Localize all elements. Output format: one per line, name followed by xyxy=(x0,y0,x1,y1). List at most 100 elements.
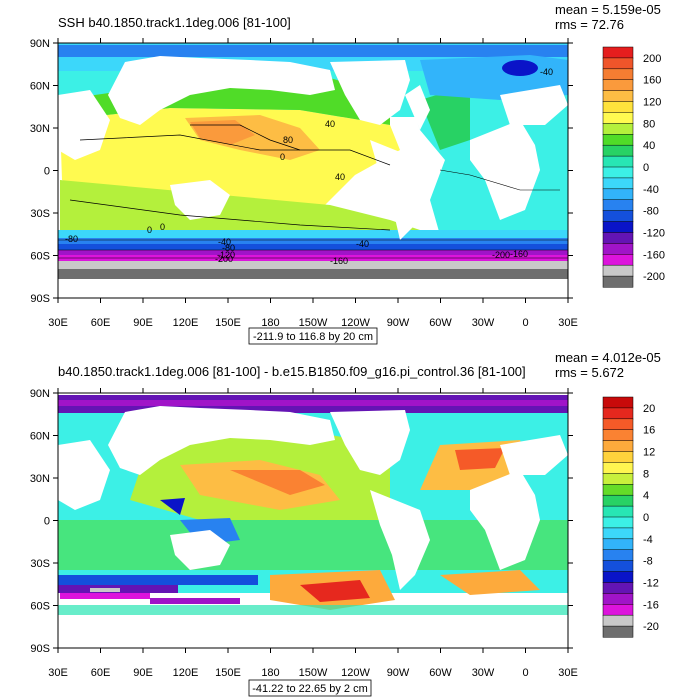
contour-label: -160 xyxy=(330,256,348,266)
colorbar-swatch xyxy=(602,429,634,442)
lat-tick-label: 30S xyxy=(30,558,50,570)
contour-label: -40 xyxy=(218,237,231,247)
contour-label: -120 xyxy=(217,250,235,260)
lat-tick-label: 30N xyxy=(30,123,50,135)
lon-tick-label: 30E xyxy=(48,317,68,329)
lon-tick-label: 90W xyxy=(387,317,410,329)
lat-tick-label: 30S xyxy=(30,208,50,220)
colorbar-label: 0 xyxy=(643,512,649,524)
lat-tick-label: 0 xyxy=(44,166,50,178)
lon-tick-label: 90E xyxy=(133,317,153,329)
colorbar-label: 120 xyxy=(643,97,661,109)
colorbar-swatch xyxy=(602,549,634,562)
colorbar-label: 12 xyxy=(643,447,655,459)
colorbar-swatch xyxy=(602,604,634,616)
lon-tick-label: 150W xyxy=(299,317,328,329)
colorbar-swatch xyxy=(602,440,634,453)
panel-1-lon-axis: 30E 60E 90E 120E 150E 180 150W 120W 90W 60W 30W 0 30… xyxy=(48,38,578,329)
colorbar-swatch xyxy=(602,582,634,594)
colorbar-swatch xyxy=(602,134,634,146)
lon-tick-label: 90W xyxy=(387,667,410,679)
colorbar-swatch xyxy=(602,593,634,605)
panel-2-title: b40.1850.track1.1deg.006 [81-100] - b.e1… xyxy=(58,364,526,379)
colorbar-label: -160 xyxy=(643,249,665,261)
lon-tick-label: 30E xyxy=(558,317,578,329)
colorbar-swatch xyxy=(602,68,634,81)
contour-label: -80 xyxy=(222,243,235,253)
lon-tick-label: 30W xyxy=(472,317,495,329)
panel-2-rms: rms = 5.672 xyxy=(555,365,624,380)
colorbar-swatch xyxy=(602,243,634,255)
panel-1-rms: rms = 72.76 xyxy=(555,17,624,32)
colorbar-label: -12 xyxy=(643,577,659,589)
colorbar-swatch xyxy=(602,516,634,529)
contour-label: -200 xyxy=(492,250,510,260)
colorbar-label: -120 xyxy=(643,227,665,239)
colorbar-swatch xyxy=(602,538,634,551)
colorbar-label: -200 xyxy=(643,271,665,283)
lon-tick-label: 60E xyxy=(91,667,111,679)
colorbar-swatch xyxy=(602,396,634,409)
colorbar-label: 20 xyxy=(643,403,655,415)
colorbar-swatch xyxy=(602,527,634,540)
lat-tick-label: 0 xyxy=(44,516,50,528)
lon-tick-label: 30E xyxy=(558,667,578,679)
lon-tick-label: 120W xyxy=(341,317,370,329)
panel-2-colorbar: 20 16 12 8 4 0 -4 -8 -12 -16 -20 xyxy=(602,396,659,638)
colorbar-label: 8 xyxy=(643,468,649,480)
colorbar-swatch xyxy=(602,90,634,103)
colorbar-swatch xyxy=(602,254,634,266)
colorbar-swatch xyxy=(602,571,634,584)
colorbar-label: -16 xyxy=(643,599,659,611)
colorbar-swatch xyxy=(602,451,634,464)
lon-tick-label: 30W xyxy=(472,667,495,679)
lon-tick-label: 120E xyxy=(173,667,199,679)
lon-tick-label: 180 xyxy=(261,317,279,329)
lon-tick-label: 90E xyxy=(133,667,153,679)
colorbar-swatch xyxy=(602,79,634,92)
colorbar-swatch xyxy=(602,123,634,135)
panel-1-range-label: -211.9 to 116.8 by 20 cm xyxy=(253,331,373,343)
colorbar-swatch xyxy=(602,473,634,485)
lon-tick-label: 60W xyxy=(429,667,452,679)
colorbar-swatch xyxy=(602,560,634,573)
contour-label: 80 xyxy=(283,135,293,145)
lat-tick-label: 90N xyxy=(30,38,50,50)
colorbar-swatch xyxy=(602,166,634,179)
colorbar-swatch xyxy=(602,155,634,168)
colorbar-label: -8 xyxy=(643,556,653,568)
contour-label: -40 xyxy=(540,67,553,77)
colorbar-swatch xyxy=(602,275,634,288)
colorbar-swatch xyxy=(602,199,634,212)
panel-2: b40.1850.track1.1deg.006 [81-100] - b.e1… xyxy=(30,350,661,697)
colorbar-swatch xyxy=(602,221,634,234)
panel-2-range-box xyxy=(248,679,372,697)
colorbar-label: 0 xyxy=(643,162,649,174)
colorbar-label: 40 xyxy=(643,140,655,152)
lon-tick-label: 60W xyxy=(429,317,452,329)
colorbar-label: -4 xyxy=(643,534,653,546)
lon-tick-label: 150E xyxy=(215,667,241,679)
colorbar-label: 16 xyxy=(643,425,655,437)
lon-tick-label: 150E xyxy=(215,317,241,329)
colorbar-label: -80 xyxy=(643,206,659,218)
lat-tick-label: 90S xyxy=(30,293,50,305)
colorbar-label: -40 xyxy=(643,184,659,196)
colorbar-swatch xyxy=(602,462,634,474)
lat-tick-label: 90S xyxy=(30,643,50,655)
lat-tick-label: 30N xyxy=(30,473,50,485)
colorbar-swatch xyxy=(602,210,634,223)
colorbar-swatch xyxy=(602,188,634,201)
colorbar-swatch xyxy=(602,57,634,70)
colorbar-swatch xyxy=(602,177,634,190)
panel-1-map: 80 40 0 40 0 -40 -40 -80 -120 -160 -160 … xyxy=(57,42,569,299)
contour-label: 0 xyxy=(160,222,165,232)
colorbar-swatch xyxy=(602,112,634,124)
lon-tick-label: 30E xyxy=(48,667,68,679)
colorbar-label: 160 xyxy=(643,75,661,87)
colorbar-swatch xyxy=(602,484,634,496)
lon-tick-label: 180 xyxy=(261,667,279,679)
panel-1-title: SSH b40.1850.track1.1deg.006 [81-100] xyxy=(58,15,291,30)
panel-1-colorbar: 200 160 120 80 40 0 -40 -80 -120 -160 -200 xyxy=(602,46,665,288)
